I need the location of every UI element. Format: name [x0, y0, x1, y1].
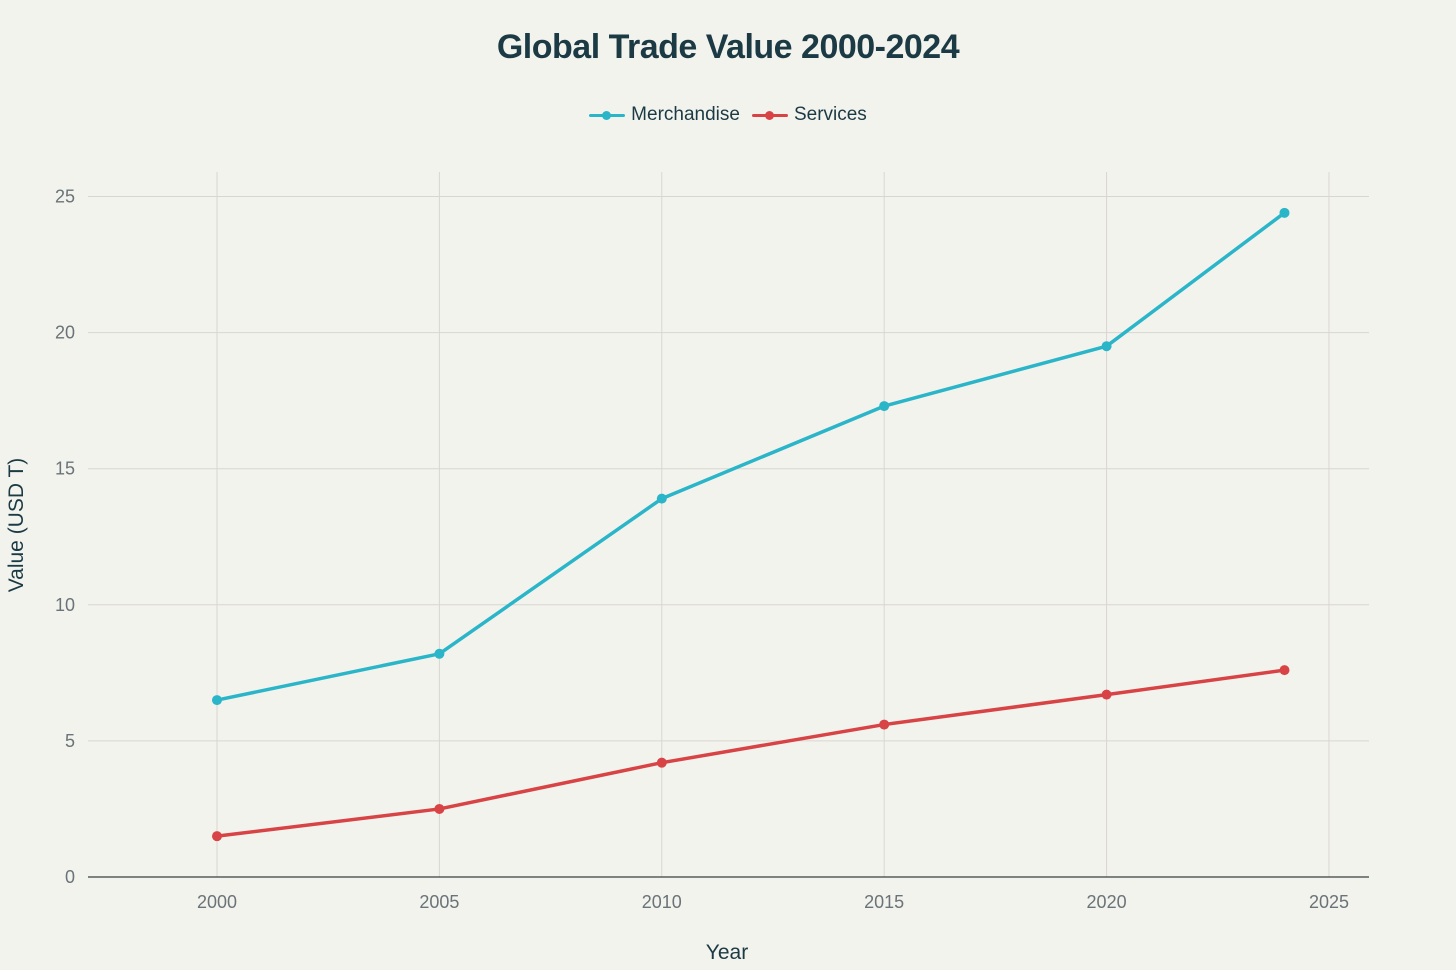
x-tick-label: 2025	[1309, 892, 1349, 912]
legend-swatch-merchandise	[589, 107, 626, 123]
data-point-merchandise[interactable]	[879, 401, 890, 412]
x-tick-label: 2015	[864, 892, 904, 912]
data-point-merchandise[interactable]	[1279, 207, 1290, 218]
data-point-merchandise[interactable]	[211, 695, 222, 706]
y-tick-label: 5	[65, 731, 75, 751]
data-point-services[interactable]	[1101, 689, 1112, 700]
data-point-merchandise[interactable]	[1101, 341, 1112, 352]
legend-item-merchandise[interactable]: Merchandise	[589, 104, 740, 126]
grid	[88, 172, 1369, 878]
chart-title: Global Trade Value 2000-2024	[496, 28, 960, 66]
y-tick-label: 20	[55, 323, 75, 343]
data-point-merchandise[interactable]	[656, 493, 667, 504]
y-tick-label: 25	[55, 186, 75, 206]
data-point-services[interactable]	[879, 719, 890, 730]
y-axis-title: Value (USD T)	[5, 458, 28, 593]
x-tick-label: 2005	[419, 892, 459, 912]
series-line-services	[215, 668, 1287, 838]
x-axis-title: Year	[706, 941, 748, 964]
legend: Merchandise Services	[0, 104, 1456, 126]
y-tick-label: 15	[55, 459, 75, 479]
data-point-merchandise[interactable]	[434, 648, 445, 659]
data-point-services[interactable]	[656, 757, 667, 768]
x-tick-label: 2010	[642, 892, 682, 912]
series-layer	[211, 207, 1290, 842]
legend-swatch-services	[751, 107, 788, 123]
legend-label-merchandise: Merchandise	[631, 104, 740, 125]
y-tick-label: 0	[65, 867, 75, 887]
y-tick-label: 10	[55, 595, 75, 615]
data-point-services[interactable]	[211, 831, 222, 842]
legend-label-services: Services	[793, 104, 867, 125]
series-line-merchandise	[215, 211, 1287, 702]
x-tick-label: 2000	[197, 892, 237, 912]
data-point-services[interactable]	[434, 803, 445, 814]
data-point-services[interactable]	[1279, 665, 1290, 676]
legend-item-services[interactable]: Services	[751, 104, 867, 126]
x-tick-label: 2020	[1087, 892, 1127, 912]
